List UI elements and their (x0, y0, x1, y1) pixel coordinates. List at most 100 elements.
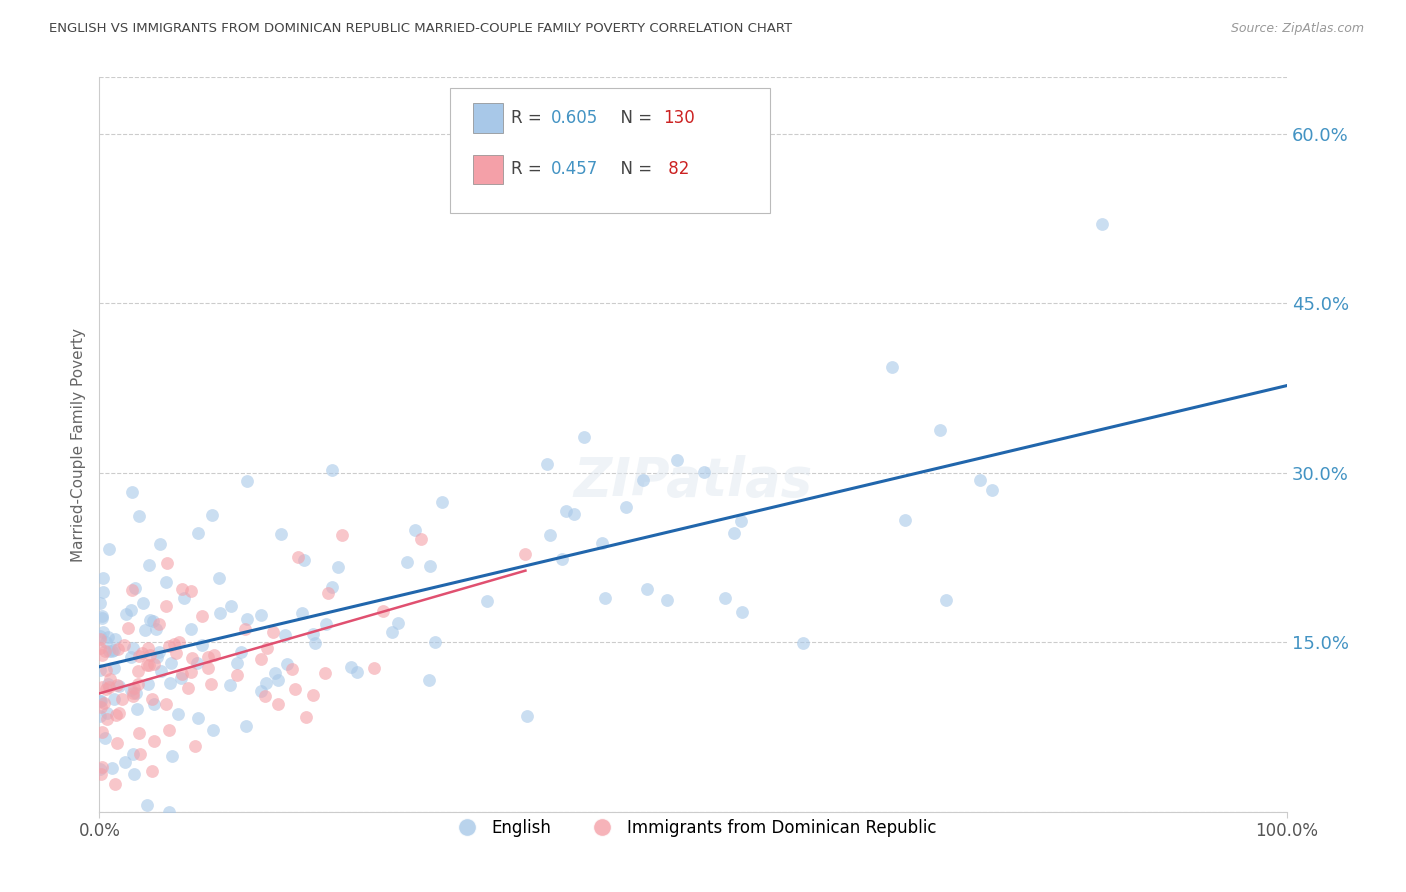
Point (200, 677, 222, 691)
Point (418, 673, 440, 687)
Point (221, 599, 243, 613)
Point (108, 706, 131, 721)
Point (124, 581, 146, 595)
Point (91, 680, 114, 694)
Point (115, 607, 138, 621)
Point (148, 617, 170, 632)
Point (108, 679, 131, 693)
Point (236, 474, 259, 488)
Point (91, 611, 114, 625)
Point (136, 641, 159, 656)
Point (636, 582, 658, 597)
Point (316, 586, 339, 600)
Point (128, 649, 150, 664)
Point (633, 473, 655, 487)
Point (98, 644, 121, 658)
Point (187, 711, 209, 725)
Point (256, 640, 278, 655)
Point (209, 606, 232, 620)
Point (97, 630, 120, 644)
Point (122, 681, 145, 696)
Point (381, 625, 404, 640)
Point (792, 636, 814, 650)
Text: ENGLISH VS IMMIGRANTS FROM DOMINICAN REPUBLIC MARRIED-COUPLE FAMILY POVERTY CORR: ENGLISH VS IMMIGRANTS FROM DOMINICAN REP… (49, 22, 793, 36)
Point (143, 657, 166, 671)
Point (730, 514, 752, 528)
Point (89, 694, 111, 708)
Point (262, 625, 284, 640)
Point (89, 664, 111, 678)
Point (104, 777, 127, 791)
Point (330, 528, 353, 542)
Point (167, 635, 190, 649)
Point (128, 508, 150, 523)
Point (97, 681, 120, 695)
Point (96, 663, 118, 677)
Point (129, 747, 152, 761)
Point (267, 673, 290, 687)
Point (714, 591, 737, 605)
Point (314, 665, 336, 680)
Point (134, 624, 156, 638)
Point (250, 683, 273, 698)
Point (105, 736, 128, 750)
Point (550, 551, 572, 566)
Point (104, 708, 127, 723)
Point (723, 525, 745, 540)
Text: 0.605: 0.605 (551, 109, 598, 127)
Point (120, 650, 142, 665)
Point (125, 686, 148, 700)
Point (93, 625, 115, 640)
Point (404, 523, 426, 537)
Point (254, 675, 277, 690)
Point (172, 582, 194, 597)
Point (157, 805, 180, 819)
Point (105, 678, 128, 692)
Point (186, 657, 208, 671)
Point (120, 683, 142, 698)
Point (138, 657, 160, 672)
Point (122, 640, 145, 655)
Point (177, 681, 200, 695)
Point (141, 764, 163, 778)
Point (231, 645, 253, 659)
Point (165, 646, 187, 660)
Point (148, 537, 170, 551)
Point (346, 665, 368, 679)
Point (121, 485, 143, 500)
Point (191, 609, 214, 624)
Point (110, 692, 132, 706)
Point (249, 652, 271, 666)
Point (226, 656, 249, 670)
Point (183, 739, 205, 754)
Point (128, 726, 150, 740)
Point (91, 571, 114, 585)
FancyBboxPatch shape (450, 88, 770, 213)
Point (173, 591, 195, 605)
Point (155, 574, 177, 589)
Point (321, 580, 343, 594)
Point (93, 696, 115, 710)
Point (287, 550, 309, 565)
Point (122, 747, 145, 761)
Point (326, 560, 349, 574)
Point (536, 457, 558, 471)
Point (89, 632, 111, 646)
Point (201, 508, 224, 523)
Text: Source: ZipAtlas.com: Source: ZipAtlas.com (1230, 22, 1364, 36)
Point (114, 755, 136, 769)
Point (131, 646, 153, 660)
Text: 130: 130 (664, 109, 695, 127)
Point (202, 723, 225, 737)
Point (104, 632, 127, 646)
Point (97, 542, 120, 557)
Point (96, 635, 118, 649)
Point (187, 525, 209, 540)
Point (157, 639, 180, 653)
Point (233, 622, 256, 636)
Point (276, 657, 298, 671)
Point (419, 559, 441, 574)
Point (666, 453, 689, 467)
Point (89, 762, 111, 776)
Point (274, 628, 297, 642)
